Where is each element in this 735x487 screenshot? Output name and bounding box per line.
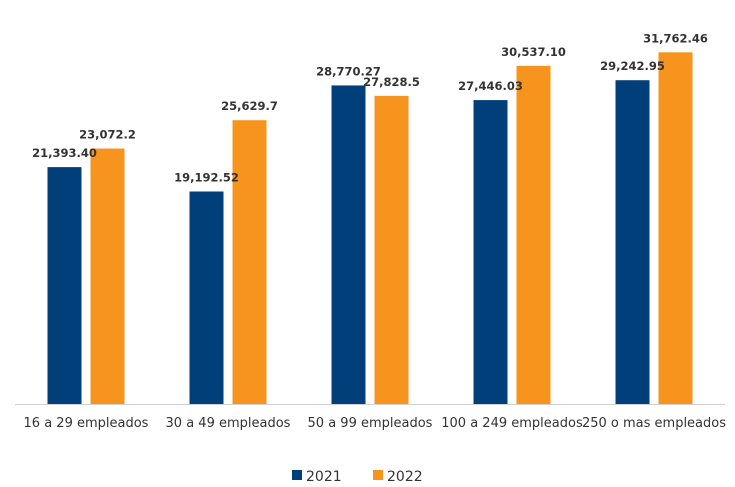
category-label-2: 30 a 49 empleados [166,416,291,431]
data-label-2021-1: 21,393.40 [32,146,97,160]
data-label-2022-3: 27,828.5 [363,75,420,89]
bar-2022-2 [232,120,267,405]
data-label-2021-5: 29,242.95 [600,59,665,73]
category-label-5: 250 o mas empleados [582,416,726,431]
legend-swatch-2021 [292,470,302,480]
bars-layer [47,52,693,405]
legend-label-2022: 2022 [387,469,423,485]
category-labels-layer: 16 a 29 empleados 30 a 49 empleados 50 a 9… [24,416,727,431]
data-label-2021-3: 28,770.27 [316,64,381,78]
bar-2022-5 [658,52,693,405]
legend: 2021 2022 [292,469,423,485]
data-labels-layer: 21,393.40 23,072.2 19,192.52 25,629.7 28,770… [32,31,708,184]
category-label-3: 50 a 99 empleados [308,416,433,431]
legend-swatch-2022 [373,470,383,480]
data-label-2022-1: 23,072.2 [79,128,136,142]
bar-2021-1 [47,167,82,404]
data-label-2022-2: 25,629.7 [221,99,278,113]
data-label-2022-5: 31,762.46 [643,31,708,45]
bar-2022-1 [90,148,125,404]
data-label-2022-4: 30,537.10 [501,45,566,59]
bar-2021-3 [331,85,366,404]
bar-2021-4 [473,100,508,404]
data-label-2021-2: 19,192.52 [174,170,239,184]
category-label-4: 100 a 249 empleados [441,416,583,431]
legend-label-2021: 2021 [306,469,342,485]
bar-2021-5 [615,80,650,404]
bar-2022-4 [516,65,551,405]
bar-2022-3 [374,95,409,405]
bar-2021-2 [189,191,224,404]
data-label-2021-4: 27,446.03 [458,79,523,93]
category-label-1: 16 a 29 empleados [24,416,149,431]
